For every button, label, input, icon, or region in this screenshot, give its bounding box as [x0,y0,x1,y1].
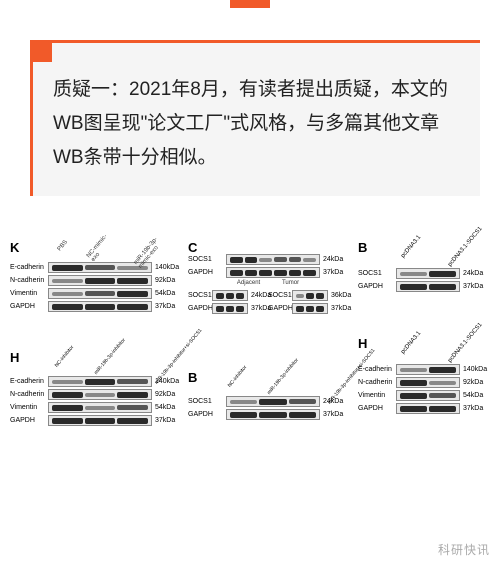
protein-name: N-cadherin [10,277,48,284]
protein-name: GAPDH [10,417,48,424]
top-accent-bar [230,0,270,8]
panel-label-B2: B [188,370,197,385]
protein-name: GAPDH [358,405,396,412]
blot-strip [48,415,152,426]
protein-name: SOCS1 [188,256,226,263]
molecular-weight: 37kDa [152,303,180,310]
blot-row: N-cadherin 92kDa [10,389,180,400]
protein-name: GAPDH [358,283,396,290]
blot-row: SOCS1 24kDa [188,254,348,265]
molecular-weight: 54kDa [152,404,180,411]
molecular-weight: 37kDa [152,417,180,424]
protein-name: SOCS1 [268,292,292,299]
blot-row: N-cadherin 92kDa [10,275,180,286]
blot-strip [48,402,152,413]
blot-strip [292,290,328,301]
panel-label-B: B [358,240,367,255]
blot-row: GAPDH 37kDa [188,267,348,278]
blot-strip [226,267,320,278]
molecular-weight: 37kDa [320,269,348,276]
protein-name: SOCS1 [188,292,212,299]
protein-name: E-cadherin [358,366,396,373]
molecular-weight: 37kDa [460,283,488,290]
molecular-weight: 92kDa [460,379,488,386]
callout-box: 质疑一：2021年8月，有读者提出质疑，本文的WB图呈现"论文工厂"式风格，与多… [30,40,480,196]
protein-name: E-cadherin [10,264,48,271]
blot-strip [212,290,248,301]
callout-text: 质疑一：2021年8月，有读者提出质疑，本文的WB图呈现"论文工厂"式风格，与多… [53,73,460,176]
blot-strip [226,254,320,265]
panel-label-H: H [10,350,19,365]
molecular-weight: 54kDa [460,392,488,399]
blot-row: SOCS1 24kDa [188,396,348,407]
blot-strip [396,364,460,375]
panel-C: C SOCS1 24kDa GAPDH 37kDa Adjacent Tumor… [188,240,348,316]
watermark-text: 科研快讯 [438,541,490,558]
blot-row: SOCS1 24kDa SOCS1 36kDa [188,290,348,301]
panel-B-bottom: B NC-inhibitor miR-19b-3p-inhibitor miR-… [188,370,348,422]
protein-name: Vimentin [358,392,396,399]
blot-strip [396,281,460,292]
blot-row: GAPDH 37kDa [10,301,180,312]
blot-row: GAPDH 37kDa [358,403,488,414]
blot-strip [292,303,328,314]
protein-name: Vimentin [10,404,48,411]
panel-label-H2: H [358,336,367,351]
panel-H-left: H NC-inhibitor miR-19b-3p-inhibitor miR-… [10,350,180,428]
molecular-weight: 92kDa [152,277,180,284]
protein-name: SOCS1 [358,270,396,277]
blot-row: Vimentin 54kDa [10,288,180,299]
blot-strip [48,301,152,312]
protein-name: GAPDH [188,411,226,418]
panel-B-top: B pcDNA3.1 pcDNA3.1-SOCS1 SOCS1 24kDa GA… [358,240,488,294]
protein-name: Vimentin [10,290,48,297]
blot-strip [48,389,152,400]
protein-name: GAPDH [188,269,226,276]
sub-label: Tumor [282,280,299,286]
molecular-weight: 37kDa [460,405,488,412]
sub-label: Adjacent [237,280,260,286]
molecular-weight: 36kDa [328,292,348,299]
blot-strip [396,390,460,401]
protein-name: N-cadherin [10,391,48,398]
protein-name: GAPDH [268,305,292,312]
blot-strip [48,275,152,286]
molecular-weight: 24kDa [320,256,348,263]
blot-row: GAPDH 37kDa [10,415,180,426]
blot-row: Vimentin 54kDa [358,390,488,401]
blot-row: Vimentin 54kDa [10,402,180,413]
blot-strip [212,303,248,314]
blot-strip [226,409,320,420]
callout-corner-square [30,40,52,62]
blot-row: GAPDH 37kDa [358,281,488,292]
blot-strip [48,288,152,299]
protein-name: N-cadherin [358,379,396,386]
blot-row: GAPDH 37kDa GAPDH 37kDa [188,303,348,314]
figure-area: K PBS NC-mimic-exo miR-19b-3p-mimic-exo … [10,240,490,552]
panel-H-right: H pcDNA3.1 pcDNA3.1-SOCS1 E-cadherin 140… [358,336,488,416]
molecular-weight: 24kDa [248,292,268,299]
blot-strip [396,403,460,414]
protein-name: SOCS1 [188,398,226,405]
lane-label: PBS [57,239,82,262]
panel-label-K: K [10,240,19,255]
molecular-weight: 37kDa [248,305,268,312]
protein-name: E-cadherin [10,378,48,385]
blot-row: N-cadherin 92kDa [358,377,488,388]
blot-row: GAPDH 37kDa [188,409,348,420]
blot-strip [396,268,460,279]
molecular-weight: 54kDa [152,290,180,297]
panel-K: K PBS NC-mimic-exo miR-19b-3p-mimic-exo … [10,240,180,314]
blot-strip [396,377,460,388]
molecular-weight: 37kDa [328,305,348,312]
protein-name: GAPDH [10,303,48,310]
protein-name: GAPDH [188,305,212,312]
panel-label-C: C [188,240,197,255]
